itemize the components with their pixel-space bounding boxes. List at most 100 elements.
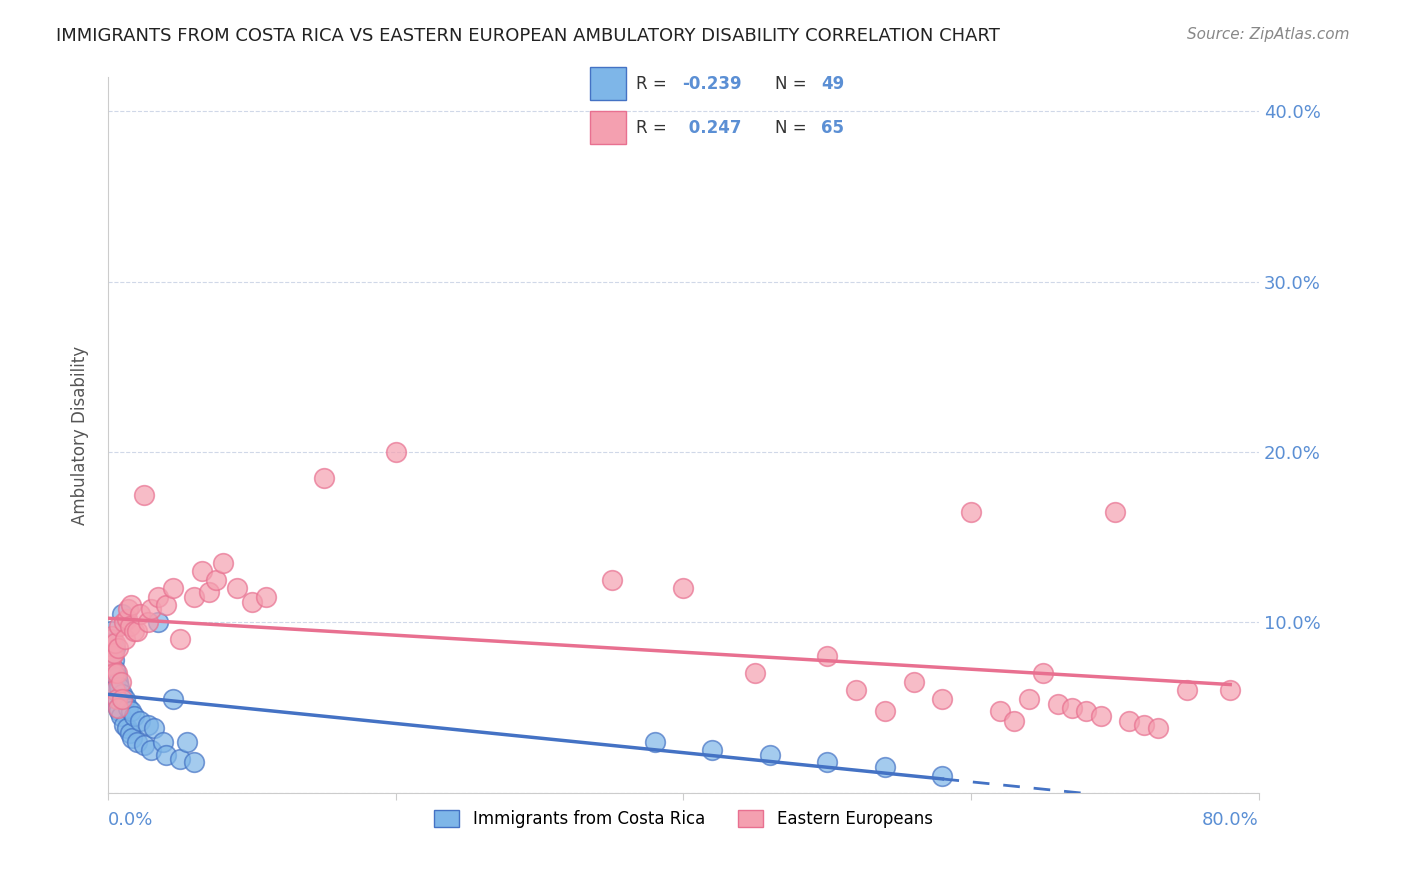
Point bbox=[121, 731, 143, 746]
Point bbox=[1032, 666, 1054, 681]
Point bbox=[845, 683, 868, 698]
Point bbox=[122, 709, 145, 723]
Point bbox=[98, 640, 121, 655]
Point bbox=[672, 582, 695, 596]
Point bbox=[104, 683, 127, 698]
Text: R =: R = bbox=[637, 75, 672, 93]
Point bbox=[141, 743, 163, 757]
Point bbox=[103, 646, 125, 660]
Point bbox=[104, 640, 127, 655]
Point bbox=[141, 601, 163, 615]
Point bbox=[169, 751, 191, 765]
Point bbox=[105, 670, 128, 684]
Point bbox=[114, 692, 136, 706]
Point bbox=[1018, 692, 1040, 706]
Point bbox=[100, 657, 122, 672]
Point bbox=[100, 632, 122, 647]
Point bbox=[111, 692, 134, 706]
Point bbox=[136, 717, 159, 731]
Point bbox=[100, 657, 122, 672]
Point bbox=[136, 615, 159, 630]
Point bbox=[148, 590, 170, 604]
Point bbox=[105, 692, 128, 706]
Point bbox=[128, 607, 150, 621]
Point bbox=[122, 624, 145, 638]
Point bbox=[155, 748, 177, 763]
Point bbox=[118, 726, 141, 740]
Point bbox=[110, 675, 132, 690]
Point bbox=[205, 573, 228, 587]
Text: N =: N = bbox=[775, 120, 813, 137]
Point bbox=[384, 445, 406, 459]
Point bbox=[110, 709, 132, 723]
Point bbox=[117, 700, 139, 714]
Point bbox=[117, 601, 139, 615]
Point bbox=[960, 505, 983, 519]
Point bbox=[112, 717, 135, 731]
Point bbox=[169, 632, 191, 647]
Point bbox=[1002, 714, 1025, 728]
Text: 0.247: 0.247 bbox=[683, 120, 741, 137]
Point bbox=[104, 683, 127, 698]
Point bbox=[1104, 505, 1126, 519]
Point bbox=[107, 700, 129, 714]
Text: IMMIGRANTS FROM COSTA RICA VS EASTERN EUROPEAN AMBULATORY DISABILITY CORRELATION: IMMIGRANTS FROM COSTA RICA VS EASTERN EU… bbox=[56, 27, 1000, 45]
Point bbox=[107, 700, 129, 714]
Point bbox=[108, 619, 131, 633]
Point bbox=[873, 704, 896, 718]
Point bbox=[132, 488, 155, 502]
Point bbox=[600, 573, 623, 587]
Point bbox=[744, 666, 766, 681]
Point bbox=[1076, 704, 1098, 718]
Point bbox=[103, 666, 125, 681]
Text: 0.0%: 0.0% bbox=[108, 811, 153, 829]
Point bbox=[702, 743, 724, 757]
Point bbox=[101, 636, 124, 650]
Point bbox=[988, 704, 1011, 718]
Text: N =: N = bbox=[775, 75, 813, 93]
Text: R =: R = bbox=[637, 120, 672, 137]
Point bbox=[101, 629, 124, 643]
Point bbox=[312, 470, 335, 484]
Text: 65: 65 bbox=[821, 120, 845, 137]
Point bbox=[98, 632, 121, 647]
Text: -0.239: -0.239 bbox=[683, 75, 742, 93]
Point bbox=[1133, 717, 1156, 731]
Text: Source: ZipAtlas.com: Source: ZipAtlas.com bbox=[1187, 27, 1350, 42]
Point bbox=[1060, 700, 1083, 714]
Point bbox=[125, 734, 148, 748]
Point bbox=[101, 666, 124, 681]
Point bbox=[128, 714, 150, 728]
Point bbox=[100, 649, 122, 664]
Bar bbox=[591, 112, 627, 145]
Point bbox=[931, 692, 953, 706]
Point bbox=[1090, 709, 1112, 723]
Point bbox=[759, 748, 782, 763]
Point bbox=[105, 666, 128, 681]
Point bbox=[107, 640, 129, 655]
Point bbox=[183, 590, 205, 604]
Point bbox=[1147, 721, 1170, 735]
Point bbox=[176, 734, 198, 748]
Point bbox=[815, 649, 838, 664]
Point bbox=[226, 582, 249, 596]
Point bbox=[100, 624, 122, 638]
Point bbox=[120, 704, 142, 718]
Point bbox=[104, 663, 127, 677]
Point bbox=[132, 738, 155, 752]
Point bbox=[104, 636, 127, 650]
Point bbox=[114, 632, 136, 647]
Y-axis label: Ambulatory Disability: Ambulatory Disability bbox=[72, 345, 89, 524]
Point bbox=[120, 599, 142, 613]
Point bbox=[125, 624, 148, 638]
Point bbox=[103, 675, 125, 690]
Point bbox=[873, 760, 896, 774]
Legend: Immigrants from Costa Rica, Eastern Europeans: Immigrants from Costa Rica, Eastern Euro… bbox=[427, 803, 939, 834]
Point bbox=[240, 595, 263, 609]
Point bbox=[162, 582, 184, 596]
Point bbox=[101, 649, 124, 664]
Point bbox=[162, 692, 184, 706]
Point bbox=[903, 675, 925, 690]
Point bbox=[1118, 714, 1140, 728]
Point bbox=[190, 564, 212, 578]
